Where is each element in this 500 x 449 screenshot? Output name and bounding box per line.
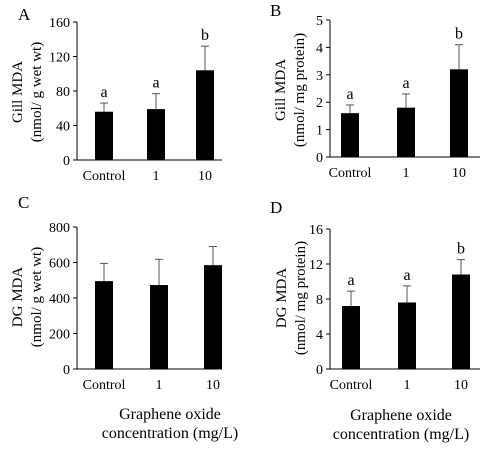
y-tick-label: 2 — [316, 96, 323, 111]
x-tick-label: Control — [83, 378, 126, 393]
x-tick-label: Control — [329, 166, 372, 181]
x-tick-label: 1 — [153, 169, 160, 184]
bar — [398, 302, 416, 369]
y-tick-label: 5 — [316, 14, 323, 29]
x-tick-label: Control — [83, 169, 126, 184]
significance-letter: b — [201, 27, 209, 44]
significance-letter: a — [347, 272, 354, 289]
panel-letter: A — [18, 5, 31, 24]
bar — [196, 70, 214, 160]
y-tick-label: 16 — [309, 223, 323, 238]
y-tick-label: 1 — [316, 124, 323, 139]
significance-letter: b — [455, 26, 463, 43]
y-axis-title-line1: DG MDA — [274, 268, 290, 329]
y-axis-title-line2: (nmol/ mg protein) — [292, 33, 308, 147]
bar — [95, 281, 113, 369]
bar — [342, 306, 360, 369]
significance-letter: a — [152, 75, 159, 92]
y-tick-label: 8 — [316, 293, 323, 308]
y-tick-label: 600 — [49, 257, 70, 272]
y-tick-label: 0 — [316, 151, 323, 166]
significance-letter: b — [457, 241, 465, 258]
y-tick-label: 3 — [316, 69, 323, 84]
y-tick-label: 0 — [63, 363, 70, 378]
y-axis-title-line1: Gill MDA — [10, 61, 26, 123]
y-axis-title: Gill MDA (nmol/ g wet wt) — [10, 42, 45, 142]
bar — [397, 107, 415, 157]
x-axis-title-right-line1: Graphene oxide — [350, 407, 452, 424]
x-tick-label: 10 — [198, 169, 212, 184]
x-tick-label: Control — [330, 378, 373, 393]
y-tick-label: 4 — [316, 328, 323, 343]
y-tick-label: 200 — [49, 328, 70, 343]
y-tick-label: 400 — [49, 292, 70, 307]
y-tick-label: 120 — [49, 51, 70, 66]
x-axis-title-left-line1: Graphene oxide — [119, 406, 221, 423]
y-axis-title: DG MDA (nmol/ g wet wt) — [10, 247, 45, 347]
y-axis-title-line2: (nmol/ mg protein) — [293, 241, 309, 355]
x-axis-title-right: Graphene oxide concentration (mg/L) — [326, 406, 476, 444]
bar — [341, 113, 359, 157]
bar — [147, 109, 165, 160]
y-axis-title: Gill MDA (nmol/ mg protein) — [273, 33, 308, 147]
x-axis-title-right-line2: concentration (mg/L) — [332, 426, 470, 443]
bar — [452, 274, 470, 369]
y-tick-label: 0 — [316, 363, 323, 378]
x-tick-label: 1 — [404, 378, 411, 393]
y-axis-title-line2: (nmol/ g wet wt) — [29, 42, 45, 142]
significance-letter: a — [100, 84, 107, 101]
y-axis-title-line1: Gill MDA — [273, 59, 289, 121]
x-tick-label: 10 — [454, 378, 468, 393]
y-tick-label: 4 — [316, 41, 323, 56]
x-tick-label: 1 — [156, 378, 163, 393]
panel-letter: D — [270, 198, 282, 217]
bar — [150, 285, 168, 369]
y-tick-label: 40 — [56, 120, 70, 135]
y-tick-label: 160 — [49, 16, 70, 31]
significance-letter: a — [403, 267, 410, 284]
bar — [204, 265, 222, 369]
y-tick-label: 80 — [56, 85, 70, 100]
y-tick-label: 0 — [63, 154, 70, 169]
significance-letter: a — [402, 75, 409, 92]
y-axis-title: DG MDA (nmol/ mg protein) — [274, 241, 309, 355]
significance-letter: a — [346, 86, 353, 103]
x-tick-label: 10 — [206, 378, 220, 393]
y-tick-label: 12 — [309, 258, 323, 273]
panel-letter: C — [18, 193, 29, 212]
x-axis-title-left: Graphene oxide concentration (mg/L) — [95, 405, 245, 443]
panel-letter: B — [270, 1, 281, 20]
x-tick-label: 10 — [452, 166, 466, 181]
bar — [450, 69, 468, 157]
y-tick-label: 800 — [49, 221, 70, 236]
x-tick-label: 1 — [403, 166, 410, 181]
y-axis-title-line2: (nmol/ g wet wt) — [29, 247, 45, 347]
y-axis-title-line1: DG MDA — [10, 267, 26, 328]
x-axis-title-left-line2: concentration (mg/L) — [101, 425, 239, 442]
bar — [95, 111, 113, 160]
